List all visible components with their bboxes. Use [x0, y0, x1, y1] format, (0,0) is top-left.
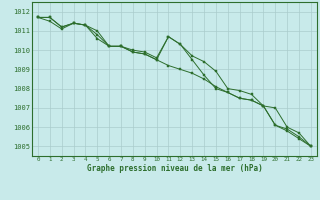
X-axis label: Graphe pression niveau de la mer (hPa): Graphe pression niveau de la mer (hPa)	[86, 164, 262, 173]
